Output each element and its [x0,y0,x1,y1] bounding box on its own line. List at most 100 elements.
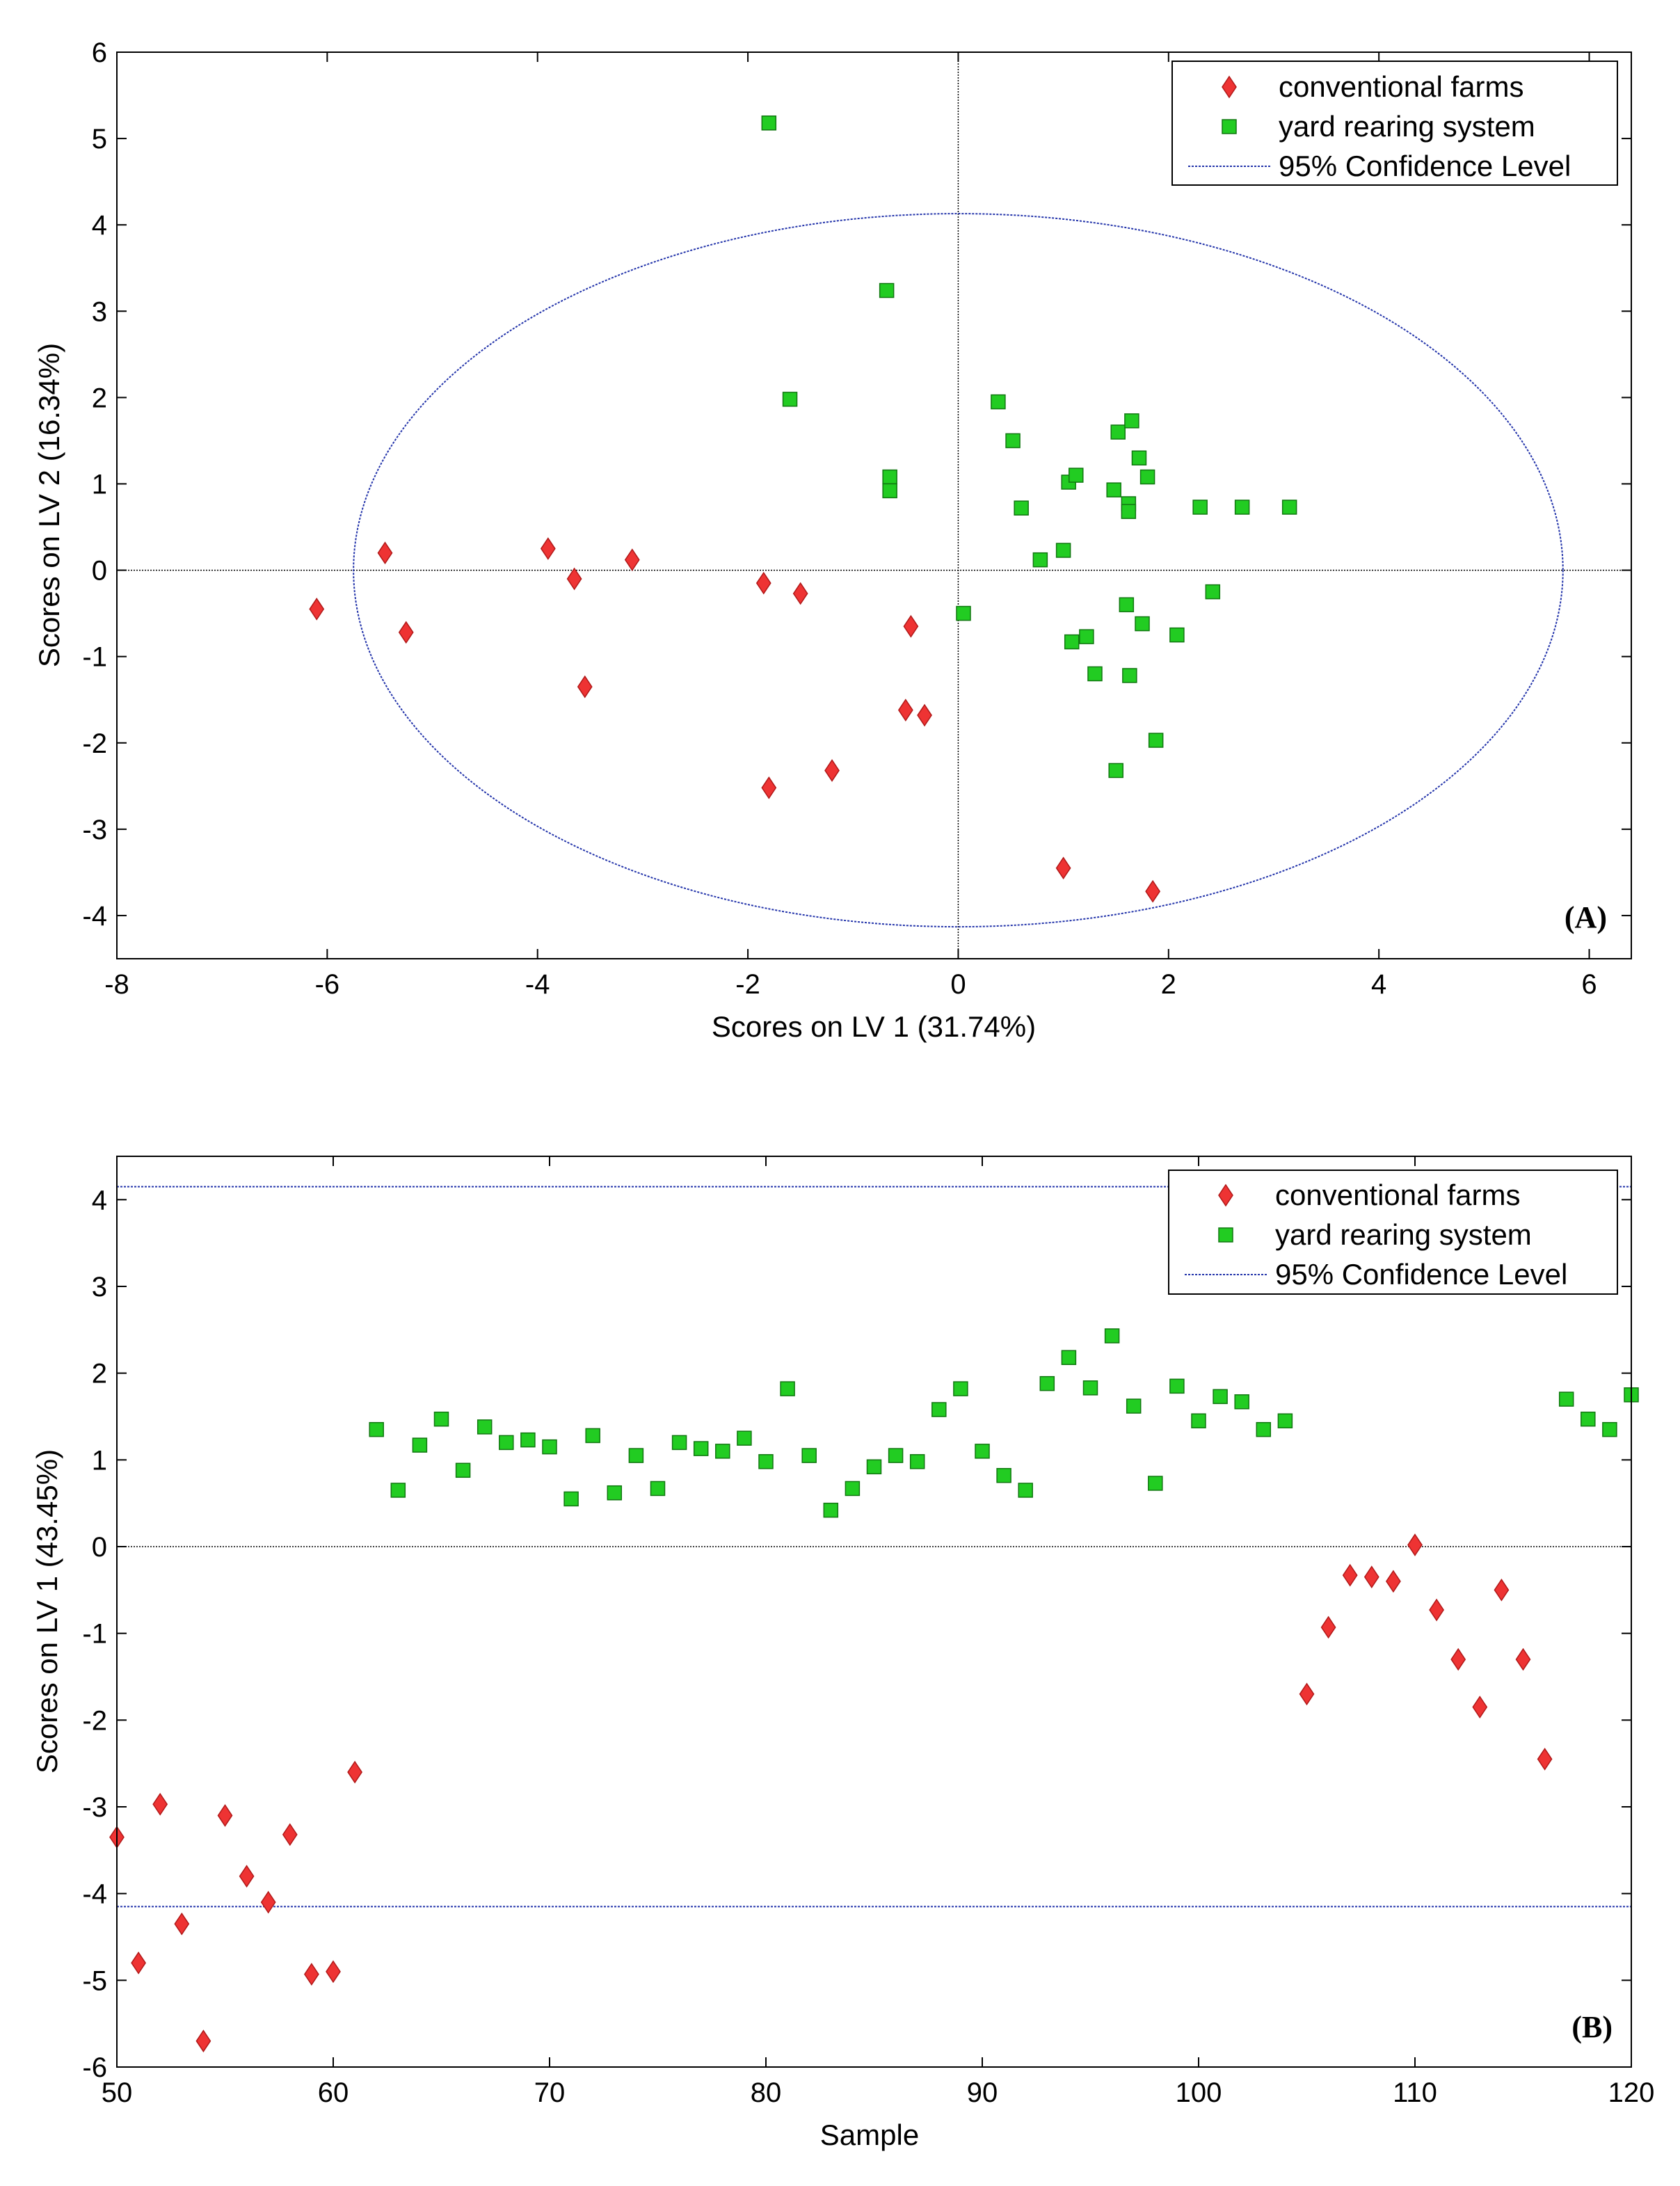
panel-a-x-tick-label: -4 [525,969,550,1000]
panel-b-yard-point [433,1411,449,1427]
panel-a-yard-point [1148,733,1164,748]
panel-a-x-tick-label: 2 [1161,969,1176,1000]
panel-a-x-tick-label: 0 [950,969,966,1000]
panel-b-yard-point [953,1381,968,1396]
panel-b-legend-square-marker [1218,1227,1233,1243]
panel-b-y-tick-label: 0 [92,1532,107,1563]
panel-b-legend-confidence-label: 95% Confidence Level [1275,1258,1567,1291]
panel-a-conventional-point [566,567,582,591]
panel-b-yard-point [737,1430,752,1446]
panel-a-yard-point [1014,500,1029,516]
panel-a-yard-point [1169,627,1185,643]
panel-a-yard-point [1131,450,1147,465]
panel-a-x-tick-label: 6 [1581,969,1597,1000]
panel-a-yard-point [1087,666,1103,682]
panel-a-yard-point [1234,500,1250,515]
panel-b-conventional-point [260,1890,276,1914]
chart-panel-b: 50 60 70 80 90 100 110 120 -6 -5 -4 -3 -2 -1 0 1 2 3 4 Sam… [31,1156,1654,2151]
panel-a-y-tick-label: 4 [92,210,107,241]
panel-a-y-tick-label: -4 [82,901,107,932]
panel-a-y-axis-label: Scores on LV 2 (16.34%) [33,343,65,667]
panel-b-conventional-point [1515,1648,1531,1671]
panel-a-legend-diamond-marker [1222,75,1237,99]
panel-a-y-tick-label: -2 [82,728,107,759]
panel-a-yard-point [761,115,777,131]
panel-b-yard-point [607,1485,623,1501]
panel-a-conventional-point [540,537,556,560]
panel-a-yard-point [1032,552,1048,568]
panel-b-conventional-point [131,1952,147,1974]
panel-a-legend-square-marker [1222,119,1237,134]
panel-a-yard-point [1106,482,1121,497]
panel-a-y-tick-label: 2 [92,383,107,413]
panel-b-x-tick-label: 90 [967,2077,998,2108]
panel-b-yard-point [520,1432,536,1448]
panel-b-conventional-point [174,1912,190,1936]
panel-a-x-axis-label: Scores on LV 1 (31.74%) [712,1010,1036,1043]
panel-a-confidence-ellipse [353,213,1564,928]
panel-b-plot-frame [116,1156,1632,2068]
panel-b-conventional-point [1407,1533,1423,1556]
panel-b-yard-point [412,1437,428,1453]
panel-a-yard-point [1139,469,1155,485]
panel-a-yard-point [1122,668,1137,683]
panel-a-legend-confidence-label: 95% Confidence Level [1279,150,1571,182]
panel-b-conventional-point [326,1960,341,1984]
panel-b-yard-point [542,1439,557,1455]
panel-a-yard-point [882,469,897,485]
panel-b-yard-point [477,1419,493,1435]
panel-b-yard-point [845,1481,861,1497]
panel-b-conventional-point [347,1760,363,1784]
panel-a-yard-point [1005,433,1021,449]
panel-b-yard-point [823,1502,839,1518]
panel-a-conventional-point [309,598,325,621]
panel-a-y-tick-label: -1 [82,642,107,673]
panel-a-y-tick-label: 5 [92,124,107,154]
panel-b-yard-point [369,1421,384,1437]
panel-a-y-tick-label: 0 [92,556,107,587]
panel-b-yard-point [1191,1413,1206,1428]
panel-b-yard-point [1213,1389,1228,1405]
panel-a-ticks: -8 -6 -4 -2 0 2 4 6 -4 -3 -2 -1 0 1 2 3 4 5 6 [82,38,1631,1000]
panel-b-x-tick-label: 80 [751,2077,782,2108]
panel-b-legend-yard-label: yard rearing system [1275,1218,1532,1251]
panel-b-legend-conventional-label: conventional farms [1275,1179,1521,1211]
panel-a-yard-point [1108,763,1123,779]
panel-b-conventional-point [1320,1615,1336,1639]
panel-b-x-tick-label: 110 [1393,2077,1437,2108]
panel-b-y-tick-label: -4 [82,1879,107,1910]
panel-a-x-tick-label: -6 [315,969,340,1000]
panel-b-yard-point [455,1462,471,1478]
panel-a-yard-point [956,605,971,621]
panel-b-legend-box [1168,1170,1618,1295]
panel-a-legend-box [1171,61,1618,186]
panel-a-yard-point [1055,543,1071,558]
panel-b-legend-diamond-marker [1218,1183,1233,1207]
panel-b-x-tick-label: 70 [534,2077,566,2108]
panel-a-y-tick-label: 3 [92,296,107,327]
panel-b-y-tick-label: -3 [82,1792,107,1823]
panel-b-yard-point [996,1468,1011,1483]
panel-b-yard-point [1018,1483,1033,1498]
panel-a-yard-point [782,392,798,407]
panel-a-yard-point [1069,468,1084,483]
panel-b-yard-point [909,1454,925,1469]
panel-b-conventional-point [1429,1598,1445,1622]
panel-b-yard-point [1104,1328,1120,1343]
panel-b-yard-point [693,1441,709,1456]
panel-a-conventional-point [624,548,640,572]
panel-a-x-tick-label: 4 [1371,969,1386,1000]
panel-a-x-tick-label: -8 [104,969,129,1000]
panel-a-yard-point [1110,424,1126,440]
panel-b-yard-point [1039,1375,1055,1391]
panel-a-conventional-point [755,571,771,595]
chart-panel-a: -8 -6 -4 -2 0 2 4 6 -4 -3 -2 -1 0 1 2 3 4 5 6 Scores on LV… [33,38,1632,1043]
panel-b-conventional-point [1450,1648,1466,1671]
panel-a-y-tick-label: -3 [82,815,107,845]
panel-b-conventional-point [282,1823,298,1846]
panel-b-conventional-point [1385,1570,1401,1593]
panel-b-conventional-point [1494,1578,1510,1602]
panel-b-y-tick-label: -6 [82,2052,107,2083]
panel-a-conventional-point [1145,879,1161,903]
panel-b-yard-point [1277,1413,1293,1428]
